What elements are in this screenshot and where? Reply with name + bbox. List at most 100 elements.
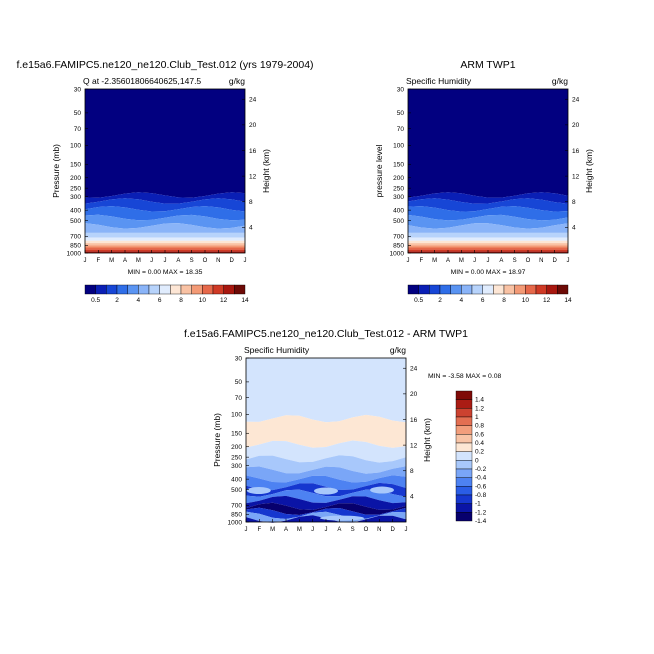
y2-tick-label: 8 bbox=[572, 199, 576, 206]
colorbar-2: 0.5 2 4 6 8 10 12 14 bbox=[407, 284, 572, 304]
x-tick-label: M bbox=[459, 258, 464, 264]
chart-title: ARM TWP1 bbox=[460, 59, 515, 71]
contour-band bbox=[246, 466, 406, 483]
contour-blob bbox=[370, 486, 394, 494]
contour-band bbox=[85, 232, 245, 238]
y-tick-label: 150 bbox=[393, 162, 404, 169]
colorbar-swatch bbox=[535, 284, 547, 295]
colorbar-label: 6 bbox=[481, 297, 485, 304]
x-tick-label: J bbox=[325, 527, 328, 533]
colorbar-swatch bbox=[191, 284, 203, 295]
y2-tick-label: 4 bbox=[410, 494, 414, 501]
y-tick-label: 400 bbox=[70, 207, 81, 214]
colorbar-label: 0.8 bbox=[475, 423, 484, 430]
colorbar-label: -1.2 bbox=[475, 509, 487, 516]
colorbar-label: 8 bbox=[179, 297, 183, 304]
contour-blob bbox=[314, 487, 338, 495]
x-tick-label: A bbox=[176, 258, 180, 264]
colorbar-label: 0.5 bbox=[91, 297, 100, 304]
contour-band bbox=[408, 89, 568, 198]
colorbar-swatch bbox=[202, 284, 214, 295]
colorbar-swatch bbox=[234, 284, 246, 295]
contour-band bbox=[408, 237, 568, 241]
y-tick-label: 700 bbox=[70, 234, 81, 241]
contour-band bbox=[246, 502, 406, 515]
colorbar-swatch bbox=[439, 284, 451, 295]
colorbar-swatch bbox=[450, 284, 462, 295]
y-tick-label: 150 bbox=[70, 162, 81, 169]
colorbar-swatch bbox=[471, 284, 483, 295]
x-tick-label: M bbox=[270, 527, 275, 533]
y2-tick-label: 20 bbox=[410, 391, 418, 398]
y-tick-label: 70 bbox=[235, 395, 243, 402]
colorbar-1: 0.5 2 4 6 8 10 12 14 bbox=[84, 284, 249, 304]
y-tick-label: 1000 bbox=[67, 250, 82, 257]
y-tick-label: 100 bbox=[70, 143, 81, 150]
y-tick-label: 100 bbox=[231, 412, 242, 419]
contour-band bbox=[85, 237, 245, 241]
colorbar-swatch bbox=[170, 284, 182, 295]
contour-band bbox=[246, 440, 406, 463]
x-tick-label: A bbox=[123, 258, 127, 264]
contour-band bbox=[408, 240, 568, 244]
colorbar-swatch bbox=[418, 284, 430, 295]
x-tick-label: J bbox=[84, 258, 87, 264]
colorbar-swatch bbox=[138, 284, 150, 295]
colorbar-label: -0.8 bbox=[475, 492, 487, 499]
contour-band bbox=[85, 214, 245, 229]
y2-tick-label: 4 bbox=[249, 225, 253, 232]
colorbar-label: 0.5 bbox=[414, 297, 423, 304]
contour-band bbox=[85, 245, 245, 248]
x-tick-label: J bbox=[150, 258, 153, 264]
colorbar-swatch bbox=[116, 284, 128, 295]
colorbar-swatch bbox=[212, 284, 224, 295]
colorbar-label: 4 bbox=[137, 297, 141, 304]
contour-band bbox=[408, 245, 568, 248]
x-tick-label: D bbox=[552, 258, 557, 264]
y-tick-label: 850 bbox=[231, 512, 242, 519]
contour-band bbox=[408, 192, 568, 204]
y-tick-label: 30 bbox=[235, 355, 243, 362]
colorbar-label: -0.2 bbox=[475, 466, 487, 473]
colorbar-label: 0.6 bbox=[475, 431, 484, 438]
x-tick-label: A bbox=[284, 527, 288, 533]
x-tick-label: S bbox=[351, 527, 355, 533]
minmax-label-3: MIN = -3.58 MAX = 0.08 bbox=[428, 373, 502, 380]
y-tick-label: 100 bbox=[393, 143, 404, 150]
colorbar-swatch bbox=[455, 512, 473, 522]
colorbar-swatch bbox=[557, 284, 569, 295]
x-tick-label: N bbox=[216, 258, 220, 264]
contour-band bbox=[85, 243, 245, 246]
colorbar-swatch bbox=[159, 284, 171, 295]
y-tick-label: 30 bbox=[397, 86, 405, 93]
chart-subtitle-left: Specific Humidity bbox=[244, 345, 310, 355]
colorbar-label: 6 bbox=[158, 297, 162, 304]
y-tick-label: 250 bbox=[393, 185, 404, 192]
y-axis-label: pressure level bbox=[374, 144, 384, 197]
colorbar-swatch bbox=[455, 399, 473, 409]
y2-tick-label: 16 bbox=[572, 148, 580, 155]
y-tick-label: 50 bbox=[397, 110, 405, 117]
colorbar-3: 1.41.210.80.60.40.20-0.2-0.4-0.6-0.8-1-1… bbox=[455, 390, 487, 525]
contour-band bbox=[246, 414, 406, 448]
y-tick-label: 400 bbox=[393, 207, 404, 214]
colorbar-swatch bbox=[482, 284, 494, 295]
x-tick-label: F bbox=[419, 258, 423, 264]
x-tick-label: J bbox=[244, 258, 247, 264]
x-tick-label: F bbox=[257, 527, 261, 533]
contour-band bbox=[246, 475, 406, 491]
colorbar-swatch bbox=[455, 390, 473, 400]
colorbar-swatch bbox=[180, 284, 192, 295]
contour-band bbox=[408, 206, 568, 221]
contour-band bbox=[408, 198, 568, 212]
contour-blob bbox=[246, 487, 271, 495]
colorbar-label: -0.4 bbox=[475, 475, 487, 482]
y-tick-label: 700 bbox=[393, 234, 404, 241]
chart-subtitle-left: Q at -2.35601806640625,147.5 bbox=[83, 76, 201, 86]
colorbar-swatch bbox=[455, 442, 473, 452]
chart-subtitle-right: g/kg bbox=[390, 345, 406, 355]
colorbar-label: 2 bbox=[115, 297, 119, 304]
colorbar-label: 0.2 bbox=[475, 449, 484, 456]
